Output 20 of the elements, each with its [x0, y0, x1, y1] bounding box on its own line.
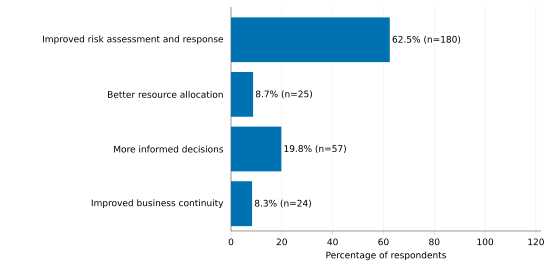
- bar: [231, 72, 254, 117]
- data-label: 8.7% (n=25): [256, 90, 312, 98]
- x-tick-label: 80: [429, 238, 440, 246]
- bar: [231, 181, 252, 226]
- x-tick-label: 40: [327, 238, 338, 246]
- x-tick-label: 120: [528, 238, 544, 246]
- data-label: 8.3% (n=24): [254, 200, 311, 208]
- x-tick-label: 0: [228, 238, 234, 246]
- x-axis-title: Percentage of respondents: [326, 251, 446, 260]
- bar: [231, 17, 390, 62]
- y-tick-label: Better resource allocation: [108, 90, 223, 98]
- x-tick-label: 100: [477, 238, 494, 246]
- data-label: 19.8% (n=57): [284, 145, 346, 154]
- y-tick-label: Improved risk assessment and response: [42, 35, 224, 44]
- bar: [231, 126, 282, 172]
- x-tick-label: 60: [378, 238, 389, 246]
- y-tick-label: Improved business continuity: [92, 199, 224, 208]
- data-label: 62.5% (n=180): [392, 36, 460, 44]
- x-tick-label: 20: [276, 238, 287, 246]
- y-tick-label: More informed decisions: [114, 146, 224, 153]
